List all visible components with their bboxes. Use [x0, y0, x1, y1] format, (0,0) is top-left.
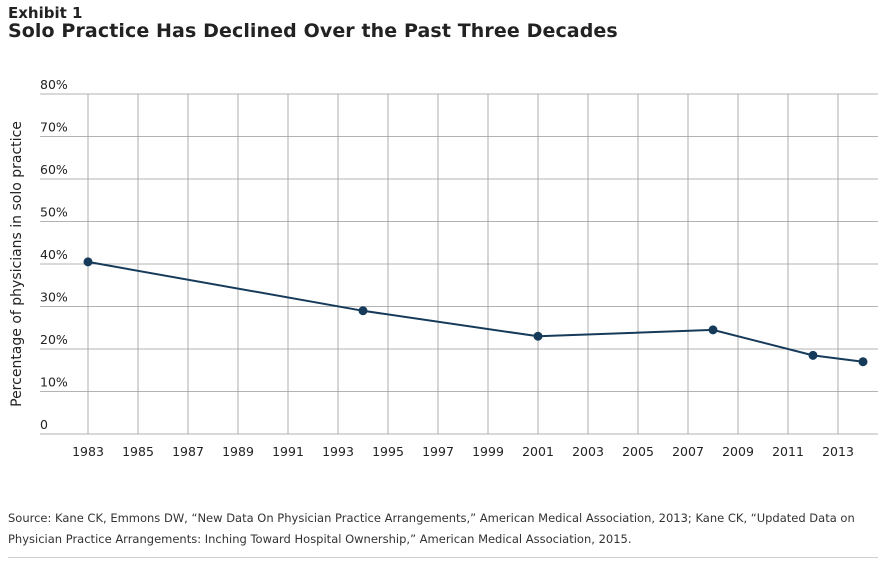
y-tick-label: 50% [40, 205, 68, 220]
y-tick-label: 30% [40, 290, 68, 305]
data-point [358, 306, 368, 316]
x-tick-label: 2001 [522, 444, 554, 459]
x-tick-label: 1989 [222, 444, 254, 459]
x-tick-label: 2009 [722, 444, 754, 459]
x-tick-label: 2011 [772, 444, 804, 459]
y-tick-label: 80% [40, 77, 68, 92]
y-tick-label: 70% [40, 120, 68, 135]
source-note: Source: Kane CK, Emmons DW, “New Data On… [8, 511, 855, 546]
series-line [87, 260, 864, 363]
series-layer [83, 257, 868, 367]
x-tick-label: 1995 [372, 444, 404, 459]
x-tick-label: 1993 [322, 444, 354, 459]
y-axis-label: Percentage of physicians in solo practic… [9, 121, 25, 407]
bottom-divider [8, 557, 878, 558]
x-tick-label: 2007 [672, 444, 704, 459]
x-tick-label: 2003 [572, 444, 604, 459]
y-axis-ticks: 0 10% 20% 30% 40% 50% 60% 70% 80% [40, 77, 68, 432]
x-tick-label: 1999 [472, 444, 504, 459]
y-tick-label: 0 [40, 417, 48, 432]
data-point [533, 331, 543, 341]
x-axis-ticks: 1983 1985 1987 1989 1991 1993 1995 1997 1999 2001… [72, 444, 854, 459]
data-point [83, 257, 93, 267]
x-tick-label: 1987 [172, 444, 204, 459]
x-tick-label: 1985 [122, 444, 154, 459]
y-tick-label: 40% [40, 247, 68, 262]
y-tick-label: 60% [40, 162, 68, 177]
x-tick-label: 2013 [822, 444, 854, 459]
line-chart: 010%20%30%40%50%60%70%80% 1983 1985 1987 19… [9, 77, 878, 459]
data-point [808, 350, 818, 360]
data-point [858, 357, 868, 367]
grid-lines [40, 93, 878, 435]
y-tick-label: 10% [40, 375, 68, 390]
exhibit-label: Exhibit 1 [8, 4, 83, 22]
x-tick-label: 1983 [72, 444, 104, 459]
y-tick-label: 20% [40, 332, 68, 347]
x-tick-label: 1991 [272, 444, 304, 459]
data-point [708, 325, 718, 335]
x-tick-label: 1997 [422, 444, 454, 459]
x-tick-label: 2005 [622, 444, 654, 459]
chart-title: Solo Practice Has Declined Over the Past… [8, 20, 618, 42]
